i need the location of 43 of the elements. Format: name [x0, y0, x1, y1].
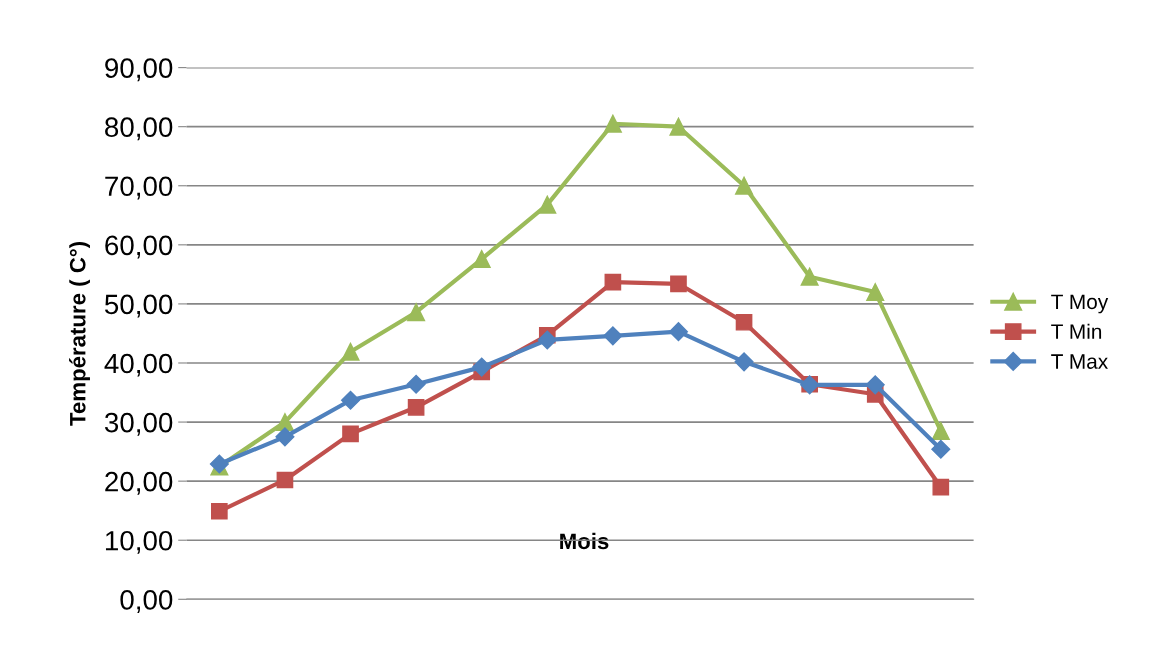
point — [603, 326, 623, 346]
point — [276, 471, 294, 489]
point — [537, 330, 557, 350]
point — [538, 195, 557, 214]
legend-label: T Moy — [1051, 294, 1109, 314]
point — [735, 313, 753, 331]
point — [866, 283, 885, 302]
y-tick-label: 10,00 — [105, 530, 173, 554]
point — [407, 398, 425, 416]
y-tick-label: 60,00 — [105, 235, 173, 259]
legend-label: T Max — [1051, 354, 1108, 369]
point — [603, 114, 622, 133]
point — [931, 439, 951, 459]
legend-label: T Min — [1051, 323, 1102, 339]
point — [668, 322, 689, 342]
point — [931, 421, 950, 440]
point — [211, 502, 228, 520]
y-tick-label: 20,00 — [105, 471, 173, 495]
y-tick-label: 70,00 — [105, 176, 173, 200]
point — [472, 249, 491, 269]
point — [342, 425, 359, 443]
point — [472, 357, 492, 377]
y-axis-title: Température ( C°) — [69, 242, 90, 426]
y-tick-label: 50,00 — [104, 294, 173, 318]
point — [340, 390, 361, 410]
point — [275, 413, 294, 432]
point — [669, 117, 688, 136]
point — [865, 375, 885, 395]
point — [341, 342, 360, 361]
point — [932, 478, 950, 496]
point — [604, 273, 622, 291]
y-tick-label: 40,00 — [104, 353, 173, 377]
y-tick-label: 80,00 — [105, 117, 173, 141]
point — [800, 267, 819, 286]
point — [406, 374, 426, 394]
y-tick-label: 0,00 — [120, 589, 173, 613]
point — [275, 427, 295, 447]
y-tick-label: 90,00 — [105, 58, 173, 82]
point — [734, 352, 754, 372]
point — [670, 275, 687, 293]
point — [407, 303, 426, 322]
point — [735, 176, 754, 195]
y-tick-label: 30,00 — [104, 412, 173, 436]
